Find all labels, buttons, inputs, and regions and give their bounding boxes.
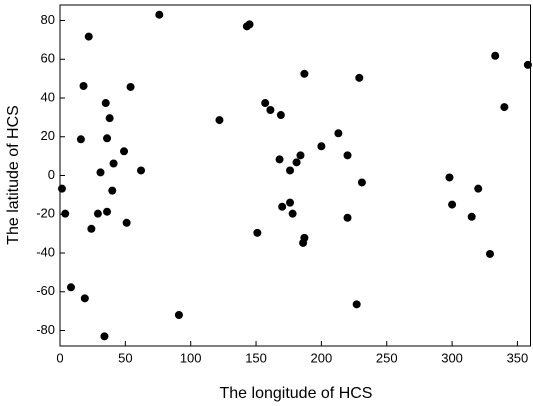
y-tick-label: -40 [36,244,55,259]
point [79,81,88,90]
y-axis-label: The latitude of HCS [5,105,22,245]
y-tick-label: 60 [41,51,55,66]
point [300,69,309,78]
point [491,51,500,60]
point [296,151,305,160]
point [126,82,135,91]
plot-frame [59,4,531,347]
point [467,212,476,221]
point [120,147,129,156]
point [80,294,89,303]
x-tick-label: 50 [118,350,132,365]
x-tick-label: 250 [376,350,398,365]
y-tick-label: 0 [48,167,55,182]
point [76,135,85,144]
point [174,311,183,319]
point [334,129,343,138]
point [253,228,262,237]
point [500,103,509,112]
point [155,10,164,19]
point [317,142,326,151]
point [448,200,457,209]
point [103,134,112,143]
point [357,178,366,187]
point [93,209,102,218]
point [261,99,270,108]
point [266,106,275,115]
point [485,249,494,258]
x-tick-label: 350 [507,350,529,365]
point [66,283,75,292]
point [278,202,287,211]
point [87,224,96,233]
x-tick-label: 200 [311,350,333,365]
point [355,73,364,82]
point [286,198,295,207]
y-tick-label: 20 [41,128,55,143]
x-tick-label: 0 [56,350,63,365]
point [103,207,112,216]
point [343,213,352,222]
x-tick-label: 150 [245,350,267,365]
x-axis-label: The longitude of HCS [220,385,373,402]
point [276,111,285,120]
point [474,184,483,193]
point [523,60,532,69]
point [245,20,254,29]
point [275,155,284,164]
point [215,116,224,125]
point [288,209,297,218]
y-tick-label: -80 [36,322,55,337]
point [61,209,70,218]
point [108,186,117,195]
point [100,332,109,341]
y-tick-label: 40 [41,89,55,104]
point [105,114,114,123]
point [300,233,309,242]
point [292,158,301,167]
point [122,218,131,227]
point [57,184,66,193]
y-tick-label: 80 [41,12,55,27]
x-tick-label: 100 [180,350,202,365]
point [137,166,146,175]
x-tick-label: 300 [441,350,463,365]
point [101,99,110,108]
point [84,32,93,41]
point [109,159,118,168]
point [96,168,105,177]
point [343,151,352,160]
y-tick-label: -60 [36,283,55,298]
point [352,300,361,309]
y-tick-label: -20 [36,206,55,221]
point [286,166,295,175]
point [445,173,454,182]
